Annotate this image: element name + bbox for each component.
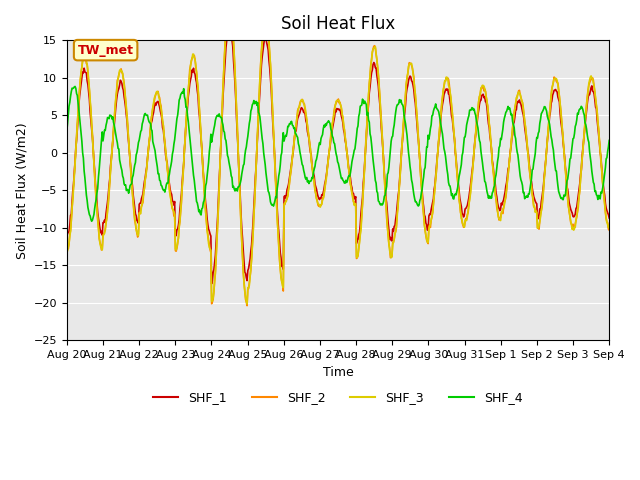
SHF_2 xyxy=(212,255,220,261)
Line: SHF_2: SHF_2 xyxy=(67,3,609,306)
Legend: SHF_1, SHF_2, SHF_3, SHF_4: SHF_1, SHF_2, SHF_3, SHF_4 xyxy=(148,386,528,409)
SHF_4 xyxy=(185,126,193,132)
SHF_3 xyxy=(243,301,251,307)
SHF_4 xyxy=(130,167,138,173)
SHF_1 xyxy=(225,21,233,27)
SHF_1 xyxy=(184,105,191,110)
SHF_4 xyxy=(605,138,613,144)
SHF_2 xyxy=(421,228,429,233)
SHF_1 xyxy=(605,215,613,221)
SHF_2 xyxy=(405,60,413,66)
SHF_1 xyxy=(405,75,413,81)
SHF_1 xyxy=(421,214,429,219)
SHF_3 xyxy=(63,249,70,254)
SHF_4 xyxy=(74,93,81,98)
SHF_3 xyxy=(405,61,413,67)
SHF_3 xyxy=(73,135,81,141)
SHF_3 xyxy=(184,97,191,103)
Line: SHF_1: SHF_1 xyxy=(67,24,609,284)
SHF_4 xyxy=(421,165,429,170)
SHF_2 xyxy=(184,95,191,101)
SHF_1 xyxy=(63,234,70,240)
Title: Soil Heat Flux: Soil Heat Flux xyxy=(281,15,395,33)
SHF_4 xyxy=(214,112,221,118)
SHF_4 xyxy=(405,156,413,162)
SHF_2 xyxy=(226,0,234,6)
X-axis label: Time: Time xyxy=(323,366,353,379)
SHF_3 xyxy=(212,254,220,260)
Line: SHF_4: SHF_4 xyxy=(67,86,609,221)
SHF_2 xyxy=(243,303,251,309)
Text: TW_met: TW_met xyxy=(77,44,134,57)
Y-axis label: Soil Heat Flux (W/m2): Soil Heat Flux (W/m2) xyxy=(15,122,28,259)
Line: SHF_3: SHF_3 xyxy=(67,3,609,304)
SHF_2 xyxy=(605,227,613,233)
SHF_2 xyxy=(63,246,70,252)
SHF_2 xyxy=(129,191,136,196)
SHF_1 xyxy=(208,281,216,287)
SHF_3 xyxy=(225,0,233,6)
SHF_2 xyxy=(73,132,81,138)
SHF_1 xyxy=(129,182,136,188)
SHF_4 xyxy=(71,84,79,89)
SHF_1 xyxy=(73,137,81,143)
SHF_1 xyxy=(213,226,221,231)
SHF_4 xyxy=(63,128,70,134)
SHF_4 xyxy=(88,218,95,224)
SHF_3 xyxy=(129,190,136,196)
SHF_3 xyxy=(421,227,429,232)
SHF_3 xyxy=(605,223,613,229)
